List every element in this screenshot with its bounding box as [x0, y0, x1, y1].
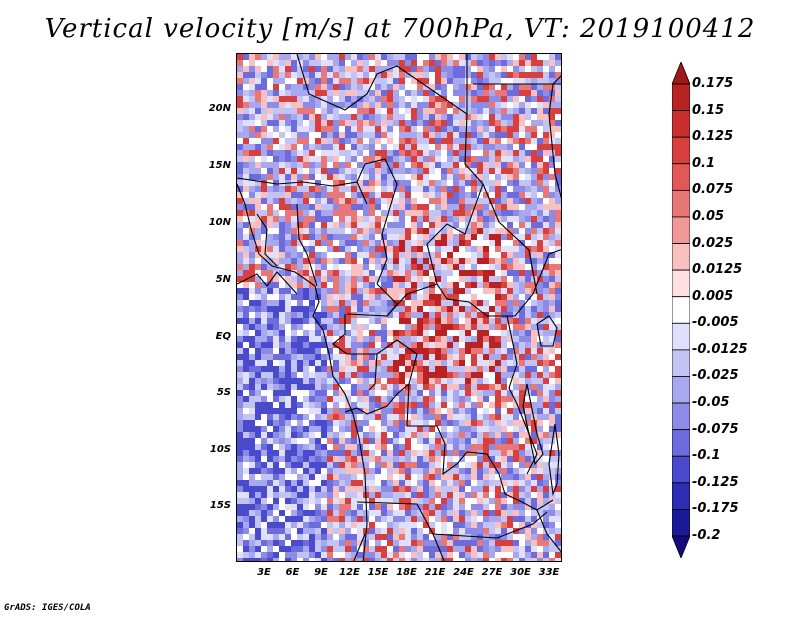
- colorbar-bin: [672, 136, 690, 165]
- lake: [548, 423, 560, 497]
- colorbar-tick-label: -0.025: [692, 368, 739, 384]
- latitude-label: 20N: [208, 103, 231, 114]
- border: [296, 203, 318, 287]
- velocity-map: [236, 53, 562, 562]
- border: [386, 249, 561, 317]
- colorbar-min-arrow: [672, 535, 690, 558]
- longitude-label: 9E: [314, 567, 328, 578]
- longitude-label: 15E: [367, 567, 389, 578]
- border: [426, 183, 484, 285]
- border: [256, 213, 278, 267]
- east-coast: [548, 75, 561, 199]
- colorbar-bin: [672, 110, 690, 138]
- colorbar: [672, 62, 690, 558]
- latitude-label: 15S: [209, 500, 231, 511]
- colorbar-tick-label: -0.175: [692, 501, 739, 517]
- colorbar-tick-label: 0.15: [692, 102, 725, 118]
- longitude-label: 24E: [453, 567, 474, 578]
- lake: [522, 383, 544, 466]
- border: [356, 501, 445, 561]
- border: [237, 177, 368, 205]
- colorbar-bin: [672, 455, 690, 484]
- latitude-label: 5S: [216, 387, 231, 398]
- colorbar-tick-label: -0.2: [692, 528, 721, 543]
- longitude-label: 30E: [510, 567, 531, 578]
- colorbar-bin: [672, 322, 690, 351]
- colorbar-tick-label: -0.125: [692, 474, 739, 490]
- colorbar-tick-label: 0.025: [692, 235, 734, 251]
- longitude-label: 33E: [538, 567, 560, 578]
- colorbar-bin: [672, 216, 690, 244]
- colorbar-bin: [672, 269, 690, 298]
- longitude-label: 27E: [481, 567, 503, 578]
- border: [376, 339, 554, 511]
- grads-credit: GrADS: IGES/COLA: [4, 603, 91, 613]
- colorbar-bin: [672, 429, 690, 457]
- colorbar-bin: [672, 83, 690, 111]
- colorbar-tick-label: 0.05: [692, 208, 725, 224]
- colorbar-bin: [672, 402, 690, 431]
- border: [237, 271, 298, 295]
- colorbar-tick-label: 0.125: [692, 129, 734, 145]
- colorbar-tick-label: 0.005: [692, 288, 734, 304]
- border: [344, 383, 410, 415]
- colorbar-tick-label: 0.0125: [692, 262, 743, 278]
- latitude-label: 10N: [208, 217, 231, 228]
- colorbar-tick-label: -0.075: [692, 421, 739, 437]
- border: [482, 183, 538, 295]
- colorbar-tick-label: 0.075: [692, 182, 734, 198]
- colorbar-tick-label: -0.1: [692, 448, 721, 464]
- colorbar-bin: [672, 482, 690, 510]
- border: [506, 315, 538, 475]
- colorbar-max-arrow: [672, 62, 690, 85]
- latitude-label: 5N: [215, 274, 231, 285]
- colorbar-bin: [672, 296, 690, 324]
- map-title: Vertical velocity [m/s] at 700hPa, VT: 2…: [44, 14, 756, 44]
- colorbar-bin: [672, 349, 690, 377]
- border: [353, 533, 366, 561]
- colorbar-tick-label: 0.175: [692, 76, 734, 91]
- lake: [536, 315, 558, 347]
- velocity-field: [237, 54, 561, 561]
- colorbar-bin: [672, 376, 690, 404]
- border: [356, 158, 398, 285]
- longitude-label: 12E: [339, 567, 360, 578]
- colorbar-tick-label: 0.1: [692, 155, 716, 171]
- colorbar-bin: [672, 189, 690, 218]
- border: [332, 314, 378, 391]
- colorbar-tick-label: -0.005: [692, 315, 739, 331]
- longitude-label: 6E: [285, 567, 300, 578]
- colorbar-bin: [672, 509, 690, 537]
- border: [296, 54, 484, 185]
- longitude-label: 18E: [396, 567, 417, 578]
- colorbar-bin: [672, 243, 690, 271]
- colorbar-tick-label: -0.05: [692, 395, 730, 411]
- latitude-label: 15N: [208, 160, 231, 171]
- latitude-label: 10S: [209, 444, 231, 455]
- border: [536, 509, 561, 553]
- latitude-label: EQ: [215, 331, 231, 342]
- coastline: [237, 183, 368, 561]
- longitude-label: 21E: [424, 567, 446, 578]
- colorbar-tick-label: -0.0125: [692, 341, 748, 357]
- longitude-label: 3E: [257, 567, 271, 578]
- colorbar-bin: [672, 163, 690, 191]
